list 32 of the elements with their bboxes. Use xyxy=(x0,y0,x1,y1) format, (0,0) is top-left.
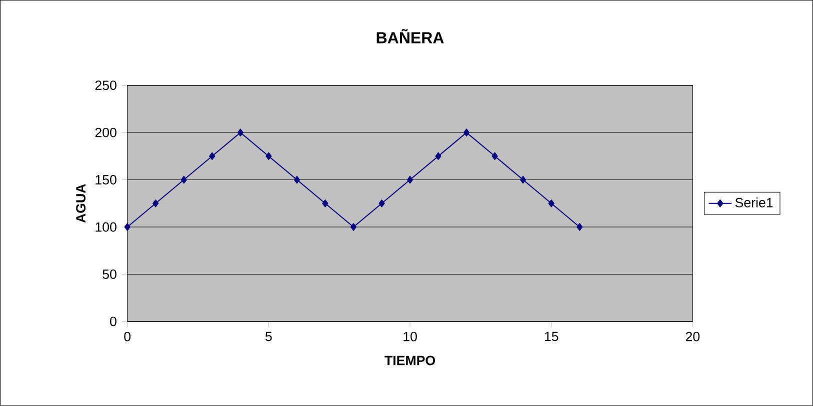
y-tick-label: 200 xyxy=(95,128,116,138)
y-tick-label: 250 xyxy=(95,80,116,90)
y-axis-title: AGUA xyxy=(76,184,86,223)
y-tick-label: 100 xyxy=(96,222,116,232)
y-tick-label: 0 xyxy=(110,316,116,326)
point xyxy=(180,176,187,184)
x-tick-label: 10 xyxy=(404,332,417,342)
point xyxy=(520,176,526,184)
y-tick-label: 150 xyxy=(96,175,116,185)
y-tick-label: 50 xyxy=(102,270,116,280)
x-tick-label: 5 xyxy=(266,332,272,342)
point xyxy=(237,128,244,137)
point xyxy=(350,223,357,231)
x-tick-label: 0 xyxy=(124,332,131,342)
point xyxy=(378,200,385,208)
x-tick-label: 20 xyxy=(686,332,700,342)
point xyxy=(576,223,583,231)
point xyxy=(124,223,130,231)
x-tick-label: 15 xyxy=(544,332,558,342)
x-axis-title: TIEMPO xyxy=(384,356,436,366)
point xyxy=(209,152,216,160)
point xyxy=(464,128,470,137)
point xyxy=(548,200,554,208)
point xyxy=(435,152,442,160)
point xyxy=(322,200,328,208)
chart-title: BAÑERA xyxy=(376,29,444,44)
legend-label: Serie1 xyxy=(735,198,773,208)
point xyxy=(406,176,414,184)
point xyxy=(152,200,159,208)
point xyxy=(266,152,272,160)
point xyxy=(492,152,498,160)
point xyxy=(294,176,300,184)
